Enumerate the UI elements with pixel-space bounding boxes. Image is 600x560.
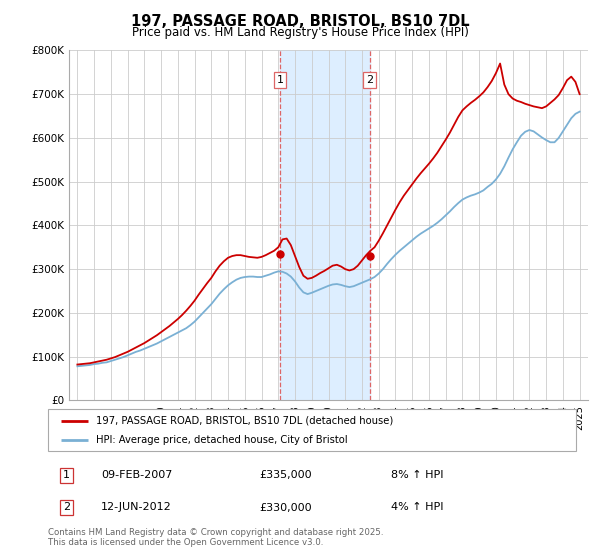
Text: 1: 1 [277,75,283,85]
FancyBboxPatch shape [48,409,576,451]
Text: 197, PASSAGE ROAD, BRISTOL, BS10 7DL: 197, PASSAGE ROAD, BRISTOL, BS10 7DL [131,14,469,29]
Text: Contains HM Land Registry data © Crown copyright and database right 2025.
This d: Contains HM Land Registry data © Crown c… [48,528,383,547]
Text: 1: 1 [63,470,70,480]
Text: 4% ↑ HPI: 4% ↑ HPI [391,502,444,512]
Bar [280,50,370,400]
Text: 09-FEB-2007: 09-FEB-2007 [101,470,172,480]
Text: 197, PASSAGE ROAD, BRISTOL, BS10 7DL (detached house): 197, PASSAGE ROAD, BRISTOL, BS10 7DL (de… [95,416,393,426]
Text: 8% ↑ HPI: 8% ↑ HPI [391,470,444,480]
Text: HPI: Average price, detached house, City of Bristol: HPI: Average price, detached house, City… [95,435,347,445]
Text: 12-JUN-2012: 12-JUN-2012 [101,502,172,512]
Text: £330,000: £330,000 [259,502,312,512]
Text: 2: 2 [366,75,373,85]
Text: 2: 2 [63,502,70,512]
Text: £335,000: £335,000 [259,470,312,480]
Text: Price paid vs. HM Land Registry's House Price Index (HPI): Price paid vs. HM Land Registry's House … [131,26,469,39]
